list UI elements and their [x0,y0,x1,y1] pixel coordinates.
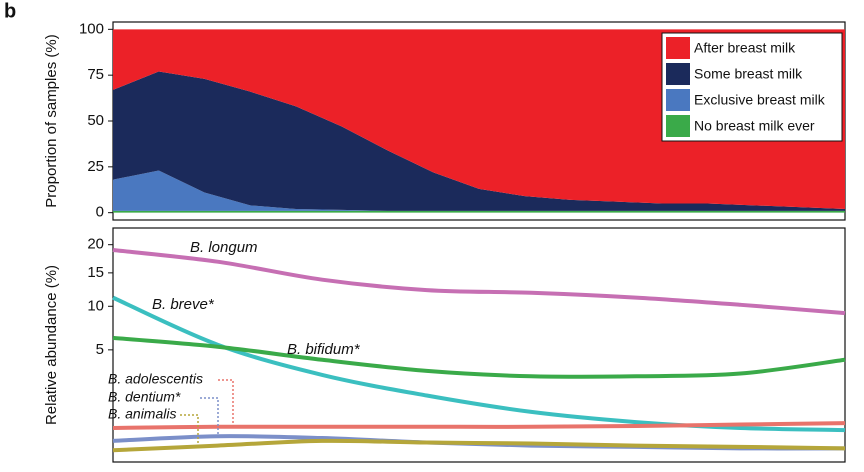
area [113,170,845,211]
legend-box [661,32,843,142]
y-tick-label: 100 [79,20,104,37]
series-label: B. dentium* [108,389,181,405]
y-tick-label: 0 [96,204,104,221]
legend-label: Exclusive breast milk [694,92,826,108]
y-tick-label: 50 [87,112,104,129]
connector [200,397,219,436]
bottom-frame [112,227,846,463]
series-label: B. bifidum* [287,341,361,358]
panel-label: b [4,0,16,22]
y-tick-label: 5 [96,341,104,358]
y-axis-label: Proportion of samples (%) [43,34,60,207]
connector [218,379,234,428]
legend-label: No breast milk ever [694,118,815,134]
y-tick-label: 15 [87,264,104,281]
line [112,295,846,433]
legend-label: Some breast milk [694,66,803,82]
legend-label: After breast milk [694,40,796,56]
legend-swatch [666,115,690,137]
series-label: B. longum [190,239,258,256]
y-tick-label: 25 [87,158,104,175]
series-label: B. animalis [108,406,176,422]
y-tick-label: 20 [87,236,104,253]
y-axis-label: Relative abundance (%) [43,265,60,425]
legend-swatch [666,63,690,85]
area [113,210,845,213]
line [112,421,846,430]
line [112,438,846,453]
line [112,248,846,316]
area [113,71,845,211]
series-label: B. adolescentis [108,371,203,387]
connector [180,414,199,446]
legend-swatch [666,89,690,111]
legend-swatch [666,37,690,59]
series-label: B. breve* [152,296,215,313]
line [112,335,846,379]
y-tick-label: 10 [87,297,104,314]
y-tick-label: 75 [87,66,104,83]
